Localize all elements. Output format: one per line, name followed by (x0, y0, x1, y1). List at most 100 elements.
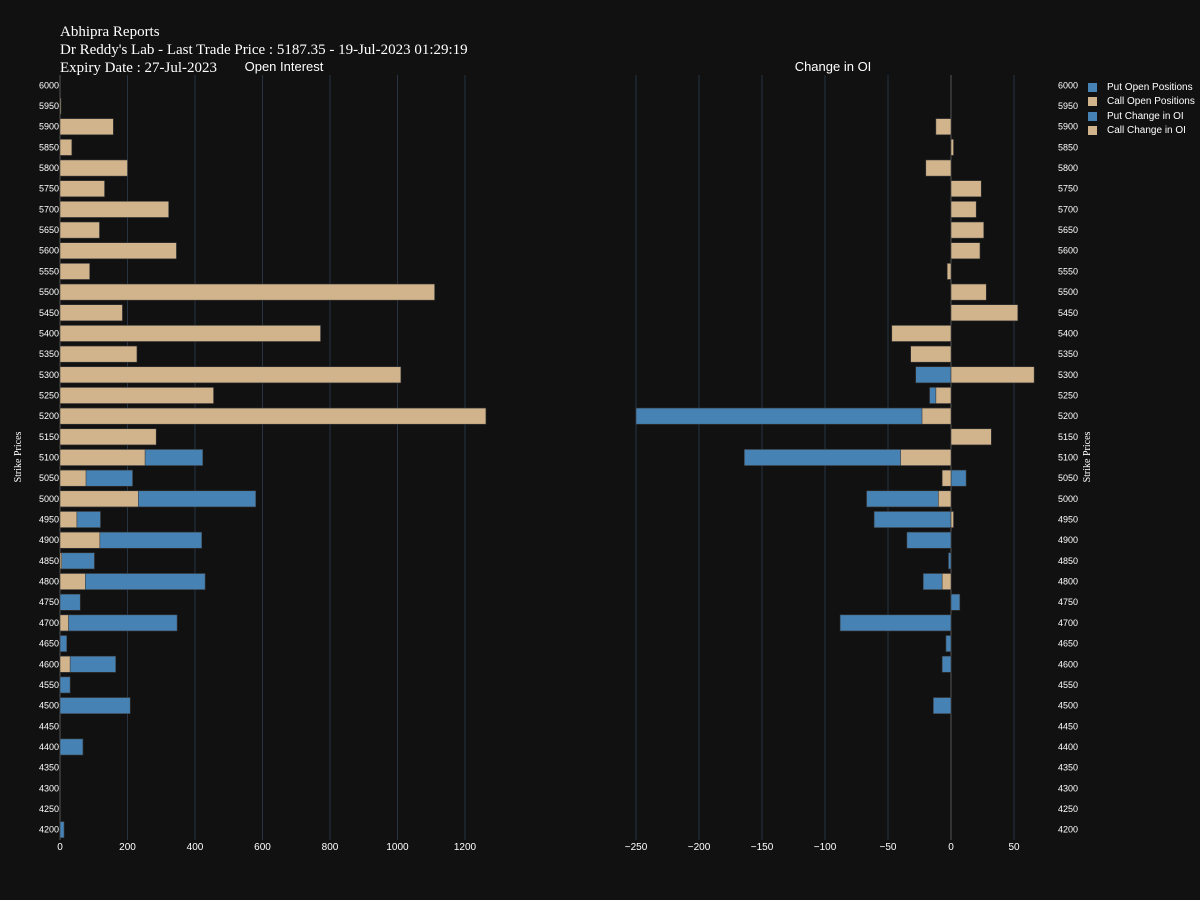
y-tick-label: 4850 (1058, 556, 1078, 566)
call-bar (59, 449, 146, 466)
call-bar (950, 283, 987, 301)
y-tick-label: 5850 (1058, 142, 1078, 152)
y-tick-label: 5700 (1058, 204, 1078, 214)
y-tick-label: 4750 (39, 597, 59, 607)
y-tick-label: 4500 (39, 701, 59, 711)
call-bar (59, 428, 157, 446)
y-tick-label: 5850 (39, 142, 59, 152)
call-bar (950, 428, 992, 446)
y-tick-label: 4450 (39, 721, 59, 731)
legend-item-call-open[interactable]: Call Open Positions (1088, 95, 1195, 110)
x-tick-label: 800 (322, 842, 339, 853)
y-tick-label: 5650 (1058, 225, 1078, 235)
y-tick-label: 5250 (1058, 390, 1078, 400)
call-bar (950, 366, 1035, 384)
y-tick-label: 4700 (1058, 618, 1078, 628)
x-tick-label: −50 (880, 842, 897, 853)
y-tick-label: 5300 (1058, 370, 1078, 380)
call-bar (59, 159, 128, 177)
y-tick-label: 4750 (1058, 597, 1078, 607)
call-bar (950, 221, 985, 239)
y-tick-label: 4650 (1058, 639, 1078, 649)
y-tick-label: 4600 (39, 659, 59, 669)
put-bar (59, 821, 65, 839)
legend-label: Put Open Positions (1107, 81, 1193, 93)
x-tick-label: 50 (1008, 842, 1020, 853)
x-tick-label: −100 (814, 842, 837, 853)
call-bar (891, 325, 952, 342)
x-tick-label: −250 (625, 842, 648, 853)
legend-item-call-change[interactable]: Call Change in OI (1088, 124, 1195, 139)
y-tick-label: 4600 (1058, 659, 1078, 669)
x-tick-label: −150 (751, 842, 774, 853)
y-tick-label: 5500 (1058, 287, 1078, 297)
y-tick-label: 4700 (39, 618, 59, 628)
y-tick-label: 5800 (1058, 163, 1078, 173)
put-bar (59, 697, 131, 714)
y-tick-label: 5750 (1058, 184, 1078, 194)
call-bar (59, 345, 138, 363)
y-tick-label: 4250 (39, 804, 59, 814)
y-tick-label: 4900 (39, 535, 59, 545)
y-tick-label: 4400 (1058, 742, 1078, 752)
y-tick-label: 5150 (1058, 432, 1078, 442)
legend-swatch (1088, 126, 1097, 136)
put-bar (945, 635, 952, 652)
y-tick-label: 5450 (39, 308, 59, 318)
open-interest-y-axis-title: Strike Prices (13, 431, 24, 482)
call-bar (59, 366, 402, 384)
put-bar (906, 531, 952, 549)
call-bar (59, 118, 114, 136)
put-bar (59, 635, 68, 652)
call-bar (900, 449, 952, 466)
legend-item-put-open[interactable]: Put Open Positions (1088, 80, 1195, 95)
y-tick-label: 5900 (1058, 122, 1078, 132)
change-in-oi-y-axis-title: Strike Prices (1082, 431, 1093, 482)
call-bar (950, 201, 977, 218)
y-tick-label: 4550 (39, 680, 59, 690)
legend-item-put-change[interactable]: Put Change in OI (1088, 109, 1195, 124)
y-tick-label: 5200 (1058, 411, 1078, 421)
put-bar (873, 511, 952, 528)
y-tick-label: 5000 (1058, 494, 1078, 504)
y-tick-label: 5050 (39, 473, 59, 483)
put-bar (948, 552, 952, 570)
y-tick-label: 5600 (1058, 246, 1078, 256)
call-bar (59, 573, 86, 590)
legend-swatch (1088, 97, 1097, 107)
call-bar (935, 118, 952, 136)
x-tick-label: 1000 (386, 842, 409, 853)
open-interest-title: Open Interest (245, 59, 324, 74)
y-tick-label: 4900 (1058, 535, 1078, 545)
call-bar (941, 573, 952, 590)
report-title: Abhipra Reports (60, 24, 160, 40)
call-bar (925, 159, 952, 177)
y-tick-label: 5300 (39, 370, 59, 380)
put-bar (59, 552, 95, 570)
y-tick-label: 5900 (39, 122, 59, 132)
x-tick-label: 0 (57, 842, 63, 853)
y-tick-label: 4450 (1058, 721, 1078, 731)
legend-swatch (1088, 82, 1097, 92)
call-bar (59, 283, 435, 301)
y-tick-label: 5100 (39, 453, 59, 463)
call-bar (59, 614, 69, 632)
put-bar (59, 593, 81, 611)
trade-info: Dr Reddy's Lab - Last Trade Price : 5187… (60, 42, 468, 58)
y-tick-label: 4200 (39, 825, 59, 835)
call-bar (59, 511, 78, 528)
call-bar (941, 469, 952, 487)
call-bar (950, 242, 981, 260)
y-tick-label: 5150 (39, 432, 59, 442)
y-tick-label: 5650 (39, 225, 59, 235)
call-bar (950, 139, 954, 156)
put-bar (59, 738, 84, 756)
put-bar (950, 469, 967, 487)
put-bar (635, 407, 952, 425)
x-tick-label: 0 (948, 842, 954, 853)
y-tick-label: 5350 (1058, 349, 1078, 359)
y-tick-label: 4800 (39, 577, 59, 587)
call-bar (59, 139, 73, 156)
y-tick-label: 5600 (39, 246, 59, 256)
